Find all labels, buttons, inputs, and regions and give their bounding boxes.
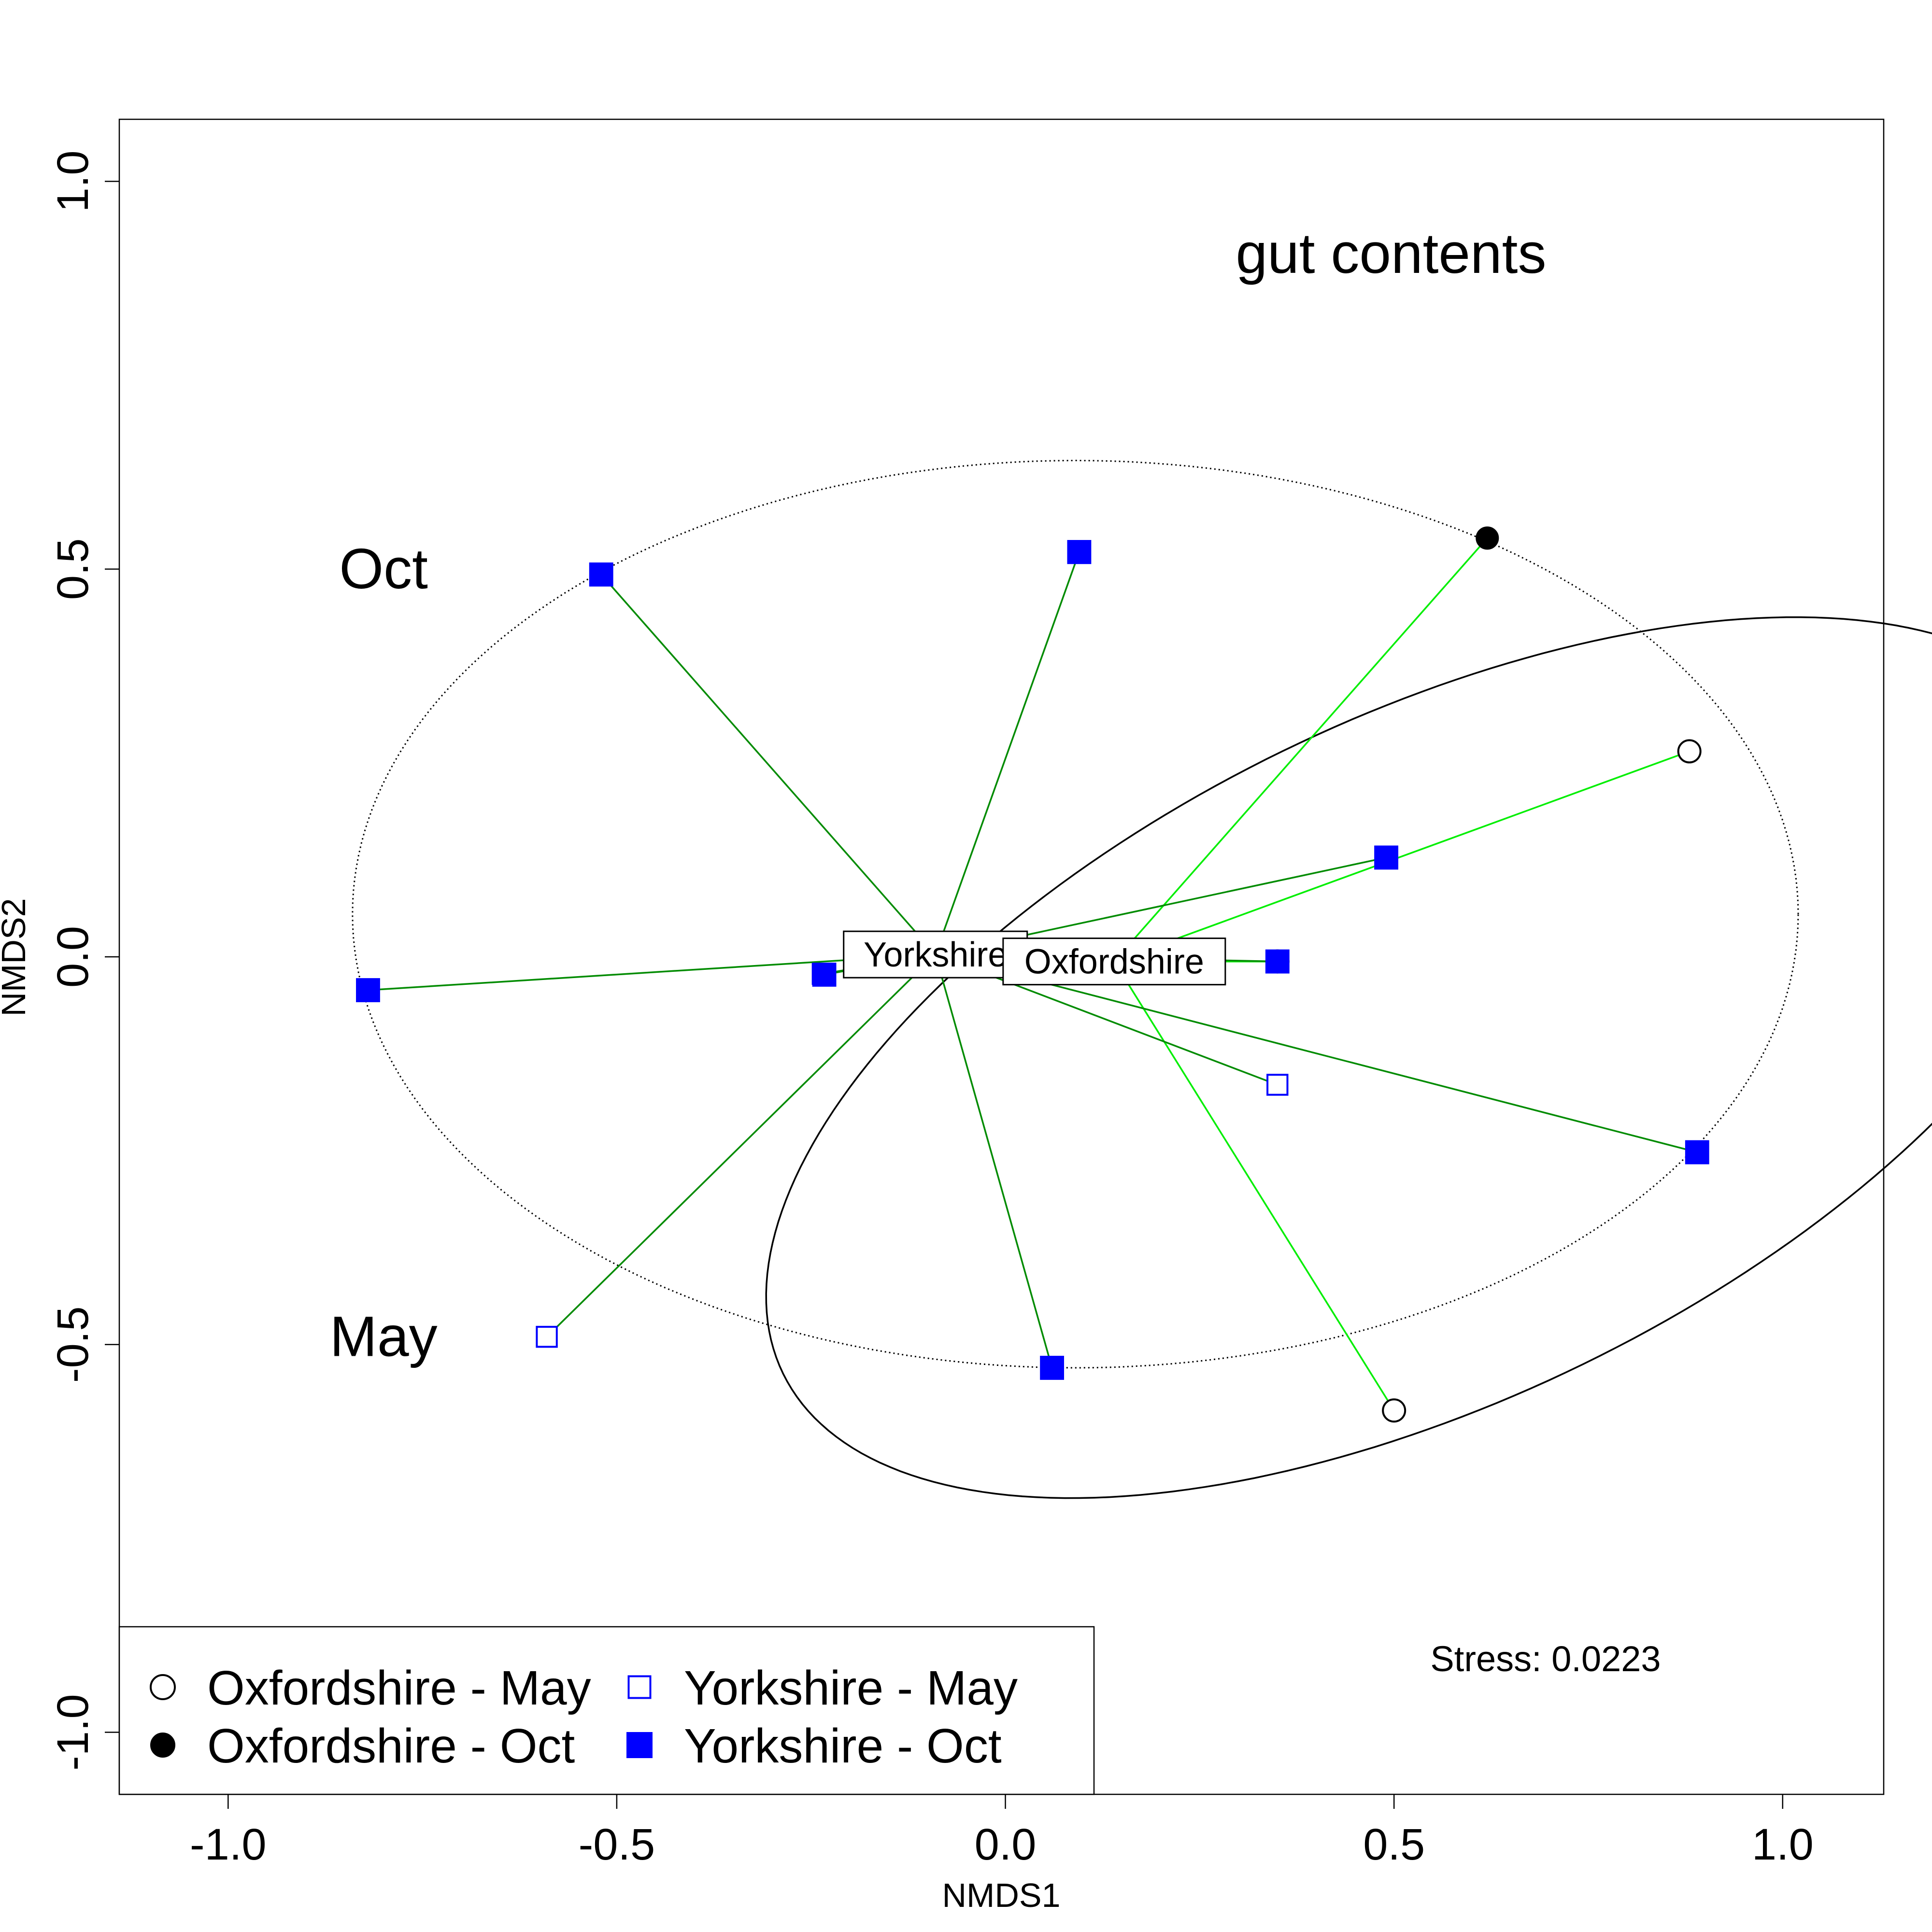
- data-point-3-4: [1374, 845, 1398, 870]
- centroid-labels-layer: Yorkshire Oxfordshire: [843, 930, 1226, 986]
- x-tick-label-3: 0.5: [1363, 1820, 1425, 1869]
- legend-label-1: Oxfordshire - Oct: [207, 1719, 575, 1773]
- y-tick-label-1: -0.5: [48, 1307, 98, 1383]
- data-point-2-0: [536, 1326, 558, 1348]
- legend-marker-3: [626, 1732, 653, 1758]
- data-point-0-1: [1382, 1398, 1406, 1423]
- x-axis-title: NMDS1: [942, 1876, 1060, 1914]
- x-tick-label-4: 1.0: [1752, 1820, 1814, 1869]
- legend-label-2: Yorkshire - May: [684, 1661, 1018, 1715]
- oct-annotation: Oct: [339, 537, 428, 601]
- data-point-3-0: [589, 562, 613, 587]
- spider-line-0-1: [1113, 961, 1395, 1411]
- data-point-3-6: [1040, 1356, 1065, 1380]
- x-axis: -1.0 -0.5 0.0 0.5 1.0: [190, 1794, 1814, 1869]
- data-point-1-0: [1476, 526, 1499, 550]
- stress-text: Stress: 0.0223: [1430, 1639, 1661, 1679]
- x-tick-label-2: 0.0: [975, 1820, 1037, 1869]
- y-axis: -1.0 -0.5 0.0 0.5 1.0: [48, 150, 119, 1771]
- ellipse-may: [765, 616, 1932, 1499]
- spider-line-1-0: [1113, 537, 1488, 962]
- legend-marker-2: [627, 1675, 652, 1699]
- centroid-label-0: Yorkshire: [864, 936, 1008, 974]
- data-point-3-7: [1265, 949, 1290, 974]
- legend-label-3: Yorkshire - Oct: [684, 1719, 1002, 1773]
- centroid-box-1: [1002, 938, 1226, 986]
- x-tick-label-1: -0.5: [579, 1820, 655, 1869]
- chart-title: gut contents: [1236, 222, 1547, 285]
- data-point-2-1: [1266, 1074, 1289, 1096]
- legend-box: [118, 1626, 1095, 1795]
- data-point-3-5: [1685, 1140, 1709, 1165]
- data-point-3-2: [356, 978, 380, 1002]
- spider-line-2-0: [546, 953, 936, 1337]
- data-point-3-3: [812, 963, 837, 987]
- spider-line-3-6: [935, 954, 1053, 1368]
- data-point-3-1: [1067, 540, 1092, 564]
- y-tick-label-4: 1.0: [48, 150, 98, 212]
- spider-line-3-2: [368, 953, 936, 991]
- points-layer: [356, 526, 1709, 1423]
- centroid-box-0: [843, 930, 1028, 979]
- legend-label-0: Oxfordshire - May: [207, 1661, 591, 1715]
- data-point-0-0: [1677, 739, 1702, 764]
- x-tick-label-0: -1.0: [190, 1820, 267, 1869]
- centroid-label-1: Oxfordshire: [1024, 943, 1204, 981]
- y-tick-label-3: 0.5: [48, 538, 98, 600]
- spider-line-3-5: [935, 953, 1698, 1153]
- spider-line-3-1: [935, 552, 1080, 955]
- y-tick-label-2: 0.0: [48, 926, 98, 988]
- y-axis-title: NMDS2: [0, 898, 32, 1016]
- may-annotation: May: [330, 1305, 438, 1369]
- legend-marker-0: [150, 1674, 176, 1700]
- spider-line-3-0: [600, 574, 937, 955]
- legend-marker-1: [150, 1733, 175, 1758]
- y-tick-label-0: -1.0: [48, 1694, 98, 1771]
- ellipses-layer: [352, 459, 1932, 1499]
- spider-line-0-0: [1114, 750, 1690, 963]
